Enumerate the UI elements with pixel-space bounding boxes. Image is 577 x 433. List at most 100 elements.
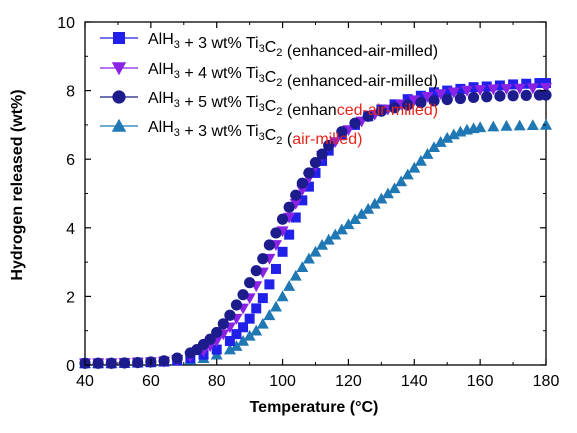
- data-point: [441, 131, 454, 143]
- data-point: [224, 335, 235, 346]
- data-point: [428, 141, 441, 152]
- data-point: [500, 119, 513, 131]
- y-tick-label: 10: [57, 15, 75, 32]
- legend-marker: [111, 118, 127, 132]
- axis-ticks: 40 60 80 100 120 140 160 180 0 2 4 6 8 10: [57, 15, 559, 390]
- data-point: [237, 289, 249, 301]
- data-point: [276, 290, 289, 302]
- data-point: [296, 185, 309, 197]
- data-point: [250, 265, 262, 277]
- legend-label-part: 2: [276, 47, 282, 59]
- x-tick-label: 100: [269, 373, 296, 390]
- data-point: [494, 80, 505, 91]
- data-point: [263, 239, 275, 251]
- data-point: [388, 102, 401, 114]
- data-point: [92, 357, 104, 369]
- data-point: [349, 117, 361, 129]
- data-point: [434, 89, 447, 101]
- legend-label-part: 3: [174, 39, 180, 51]
- data-point: [526, 83, 539, 95]
- data-point: [402, 94, 413, 105]
- data-point: [243, 329, 256, 341]
- data-point: [429, 87, 440, 98]
- legend-entry-s1: AlH3 + 3 wt% Ti3C2 (enhanced-air-milled): [100, 31, 438, 60]
- data-point: [244, 313, 255, 324]
- data-point: [481, 91, 493, 103]
- data-point: [368, 197, 381, 209]
- legend-label-part: + 3 wt% Ti: [180, 123, 259, 140]
- legend-label-part: (: [282, 131, 292, 148]
- series-s3: [79, 89, 552, 369]
- data-point: [355, 208, 368, 219]
- data-point: [211, 344, 222, 355]
- x-tick-label: 40: [76, 373, 94, 390]
- data-point: [290, 189, 302, 201]
- legend-label-part: 3: [259, 73, 265, 85]
- data-point: [250, 324, 263, 336]
- data-point: [415, 90, 426, 101]
- legend-label-part: 3: [259, 102, 265, 114]
- data-point: [388, 182, 401, 194]
- data-point: [297, 195, 308, 206]
- data-point: [520, 89, 532, 102]
- data-point: [284, 229, 295, 240]
- data-point: [211, 326, 223, 339]
- legend-label: AlH3 + 4 wt% Ti3C2 (enhanced-air-milled): [148, 61, 438, 90]
- data-point: [408, 95, 421, 107]
- data-point: [468, 82, 479, 93]
- data-point: [415, 97, 427, 109]
- legend-label-part: C: [265, 127, 277, 144]
- data-point: [264, 279, 275, 290]
- data-point: [349, 213, 362, 225]
- legend-entry-s3: AlH3 + 5 wt% Ti3C2 (enhanced-air-milled): [100, 90, 438, 119]
- legend-label-part: AlH: [148, 31, 174, 48]
- data-point: [442, 85, 453, 96]
- x-tick-label: 180: [533, 373, 560, 390]
- data-point: [270, 227, 282, 239]
- data-point: [454, 92, 466, 105]
- data-point: [428, 95, 440, 107]
- data-point: [375, 192, 388, 204]
- data-point: [171, 352, 183, 364]
- data-point: [447, 87, 460, 99]
- data-point: [526, 119, 539, 131]
- data-point: [283, 280, 296, 291]
- data-point: [507, 90, 519, 102]
- legend-label-part: ced-air-milled): [337, 102, 438, 119]
- legend-label-part: 2: [276, 106, 282, 118]
- legend-label-part: 3: [174, 69, 180, 81]
- data-point: [269, 300, 282, 312]
- legend-label-part: (enhanced-air-milled): [282, 73, 438, 90]
- data-point: [362, 202, 375, 214]
- data-point: [251, 303, 262, 314]
- x-tick-label: 60: [142, 373, 160, 390]
- data-point: [309, 157, 322, 169]
- data-point: [460, 85, 473, 97]
- data-point: [474, 85, 487, 96]
- data-point: [310, 167, 321, 178]
- data-point: [230, 340, 243, 351]
- y-tick-label: 6: [66, 152, 75, 169]
- data-point: [302, 252, 315, 264]
- legend-label-part: + 4 wt% Ti: [180, 65, 259, 82]
- x-axis-title: Temperature (°C): [250, 399, 379, 416]
- data-point: [290, 212, 301, 223]
- data-point: [395, 175, 408, 187]
- y-tick-label: 2: [66, 289, 75, 306]
- data-point: [414, 154, 427, 166]
- legend-label-part: 2: [276, 77, 282, 89]
- data-point: [257, 293, 268, 304]
- data-point: [263, 309, 276, 321]
- data-point: [322, 233, 335, 245]
- data-point: [303, 167, 315, 179]
- data-point: [487, 84, 500, 96]
- legend: AlH3 + 3 wt% Ti3C2 (enhanced-air-milled)…: [100, 31, 438, 148]
- data-point: [541, 78, 551, 89]
- legend-label-part: 3: [174, 127, 180, 139]
- data-point: [238, 322, 249, 333]
- legend-label-part: AlH: [148, 119, 174, 136]
- data-point: [158, 355, 170, 367]
- data-point: [474, 121, 487, 133]
- data-point: [105, 357, 117, 369]
